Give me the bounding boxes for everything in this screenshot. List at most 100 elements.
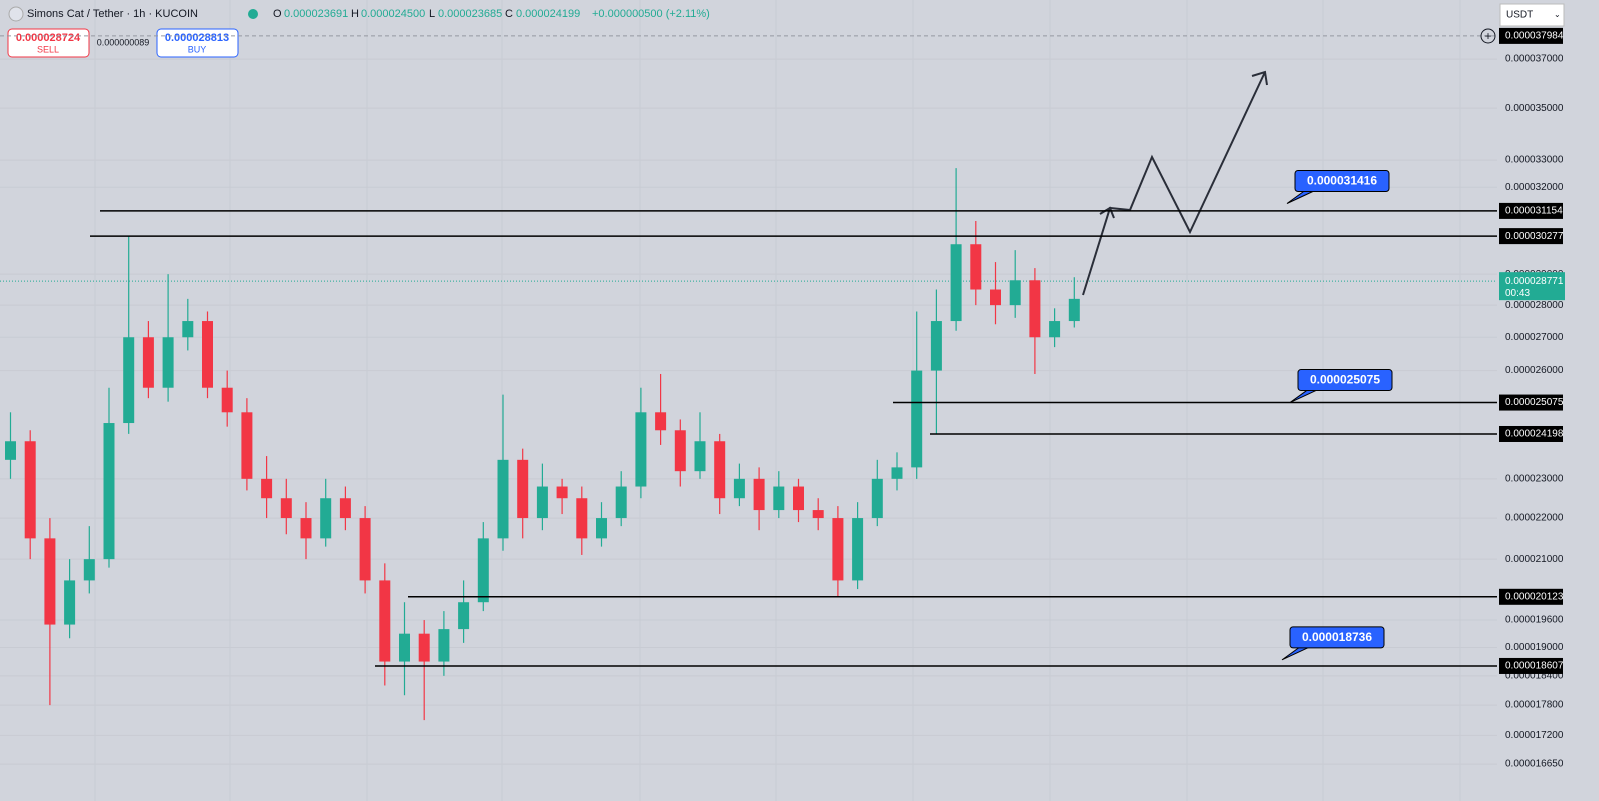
- currency: USDT: [1506, 10, 1533, 21]
- candle-body: [950, 244, 962, 322]
- candle-body: [596, 518, 607, 539]
- candle-body: [556, 486, 568, 499]
- y-tick-label: 0.000028000: [1505, 300, 1564, 311]
- top-marker-label: 0.000037984: [1505, 31, 1564, 42]
- callout-pointer: [1289, 389, 1319, 404]
- current-price-timer: 00:43: [1505, 288, 1530, 299]
- add-alert-icon[interactable]: [1480, 28, 1496, 44]
- candle-body: [812, 510, 824, 519]
- candle-body: [5, 441, 16, 460]
- y-tick-label: 0.000019600: [1505, 615, 1564, 626]
- sell-label: SELL: [37, 44, 59, 54]
- projection-arrowhead: [1251, 70, 1268, 86]
- candle-body: [753, 478, 765, 511]
- candle-body: [379, 580, 391, 662]
- y-tick-label: 0.000027000: [1505, 332, 1564, 343]
- callout-box: [1297, 369, 1393, 392]
- y-tick-label: 0.000037000: [1505, 54, 1564, 65]
- candle-body: [1049, 321, 1061, 338]
- candle-body: [399, 633, 410, 662]
- candle-body: [320, 498, 332, 539]
- candle-body: [793, 486, 804, 511]
- candle-body: [655, 412, 667, 431]
- callout-label: 0.000018736: [1302, 630, 1372, 644]
- level-price-label: 0.000030277: [1505, 231, 1564, 242]
- candle-body: [891, 467, 903, 479]
- change: +0.000000500 (+2.11%): [592, 8, 710, 20]
- spread: 0.000000089: [97, 37, 150, 47]
- candle-body: [221, 387, 233, 413]
- symbol-icon: [8, 6, 24, 22]
- candle-body: [497, 459, 509, 539]
- callout-pointer: [1286, 190, 1316, 204]
- l-value: 0.000023685: [438, 8, 502, 20]
- candle-body: [103, 423, 115, 560]
- candle-body: [635, 412, 647, 487]
- candle-body: [852, 518, 864, 581]
- candle-body: [438, 629, 450, 662]
- candle-body: [1068, 298, 1080, 322]
- candle-body: [241, 412, 253, 479]
- c-label: C: [505, 8, 513, 20]
- dropdown-caret: ⌄: [1554, 10, 1561, 19]
- candle-body: [83, 559, 95, 581]
- candle-body: [458, 602, 470, 630]
- candle-body: [536, 486, 548, 519]
- level-price-box: [1499, 228, 1563, 245]
- candle-body: [733, 478, 745, 499]
- candle-body: [576, 498, 588, 539]
- callout-box: [1289, 626, 1385, 649]
- sell-price: 0.000028724: [16, 32, 81, 44]
- candle-body: [182, 321, 194, 338]
- level-price-box: [1499, 394, 1563, 411]
- level-price-label: 0.000025075: [1505, 397, 1564, 408]
- candle-body: [339, 498, 351, 519]
- plot: [0, 35, 1497, 765]
- y-tick-label: 0.000017200: [1505, 730, 1564, 741]
- y-tick-label: 0.000018400: [1505, 670, 1564, 681]
- y-tick-label: 0.000023000: [1505, 473, 1564, 484]
- candle-body: [517, 459, 529, 519]
- buy-label: BUY: [188, 44, 207, 54]
- y-tick-label: 0.000019000: [1505, 642, 1564, 653]
- candle-body: [930, 321, 942, 371]
- currency-select[interactable]: [1499, 3, 1565, 27]
- top-marker-box: [1499, 27, 1563, 44]
- callout-label: 0.000031416: [1307, 174, 1377, 188]
- current-price-label: 0.000028771: [1505, 276, 1564, 287]
- candle-body: [300, 518, 312, 539]
- candle-body: [1029, 280, 1041, 338]
- level-price-label: 0.000020123: [1505, 591, 1564, 602]
- candle-body: [24, 441, 36, 539]
- candle-body: [202, 321, 213, 388]
- projection-path: [1082, 71, 1266, 296]
- buy-price: 0.000028813: [165, 32, 229, 44]
- level-price-box: [1499, 425, 1563, 442]
- candle-body: [64, 580, 76, 625]
- add-alert-plus: +: [1484, 29, 1491, 43]
- level-price-label: 0.000031154: [1505, 206, 1563, 217]
- o-value: 0.000023691: [284, 8, 348, 20]
- candle-body: [871, 478, 883, 519]
- c-value: 0.000024199: [516, 8, 580, 20]
- candle-body: [261, 478, 273, 499]
- y-tick-label: 0.000026000: [1505, 365, 1564, 376]
- y-tick-label: 0.000022000: [1505, 513, 1564, 524]
- l-label: L: [429, 8, 435, 20]
- candle-body: [970, 244, 982, 290]
- y-tick-label: 0.000035000: [1505, 103, 1564, 114]
- y-tick-label: 0.000032000: [1505, 182, 1564, 193]
- candle-body: [773, 486, 785, 511]
- candle-body: [418, 633, 430, 662]
- current-price-box: [1499, 272, 1565, 301]
- symbol: Simons Cat / Tether · 1h · KUCOIN: [27, 8, 198, 20]
- candle-body: [1009, 280, 1021, 306]
- level-price-label: 0.000024198: [1505, 429, 1564, 440]
- callout-box: [1294, 170, 1390, 193]
- level-price-label: 0.000018607: [1505, 661, 1564, 672]
- level-price-box: [1499, 588, 1563, 605]
- market-status: [248, 9, 258, 19]
- y-tick-label: 0.000016650: [1505, 759, 1564, 770]
